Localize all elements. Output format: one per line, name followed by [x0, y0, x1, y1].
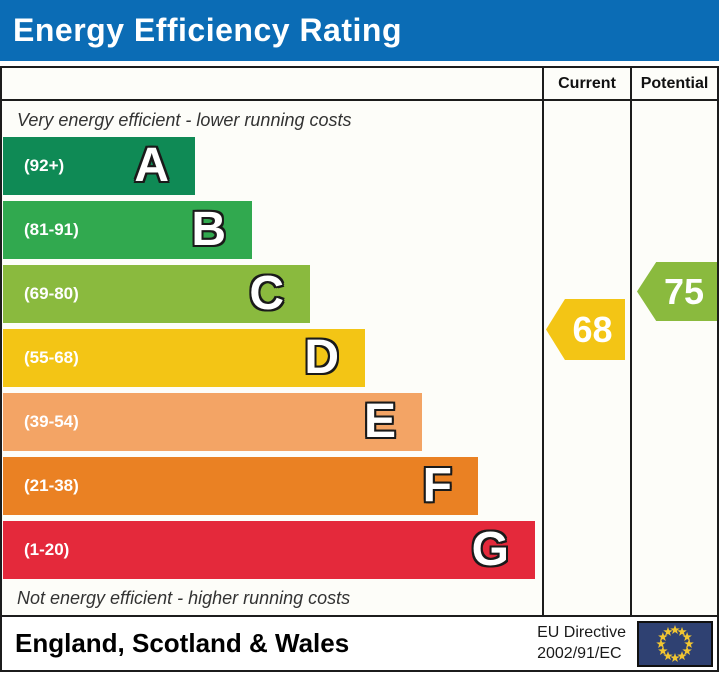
band-row-a: (92+) A: [3, 137, 535, 195]
eu-flag-icon: [637, 620, 713, 667]
potential-column: 75: [630, 101, 717, 615]
band-range-label: (81-91): [24, 220, 79, 239]
current-column: 68: [542, 101, 630, 615]
page-title: Energy Efficiency Rating: [13, 12, 402, 48]
band-letter: E: [363, 395, 396, 448]
band-range-label: (55-68): [24, 348, 79, 367]
band-row-f: (21-38) F: [3, 457, 535, 515]
rating-table: Current Potential Very energy efficient …: [0, 66, 719, 617]
band-row-c: (69-80) C: [3, 265, 535, 323]
current-rating-marker: 68: [546, 299, 625, 360]
band-row-d: (55-68) D: [3, 329, 535, 387]
chart-footer: England, Scotland & Wales EU Directive 2…: [0, 617, 719, 672]
eu-directive-label: EU Directive 2002/91/EC: [537, 623, 626, 665]
band-row-b: (81-91) B: [3, 201, 535, 259]
band-range-label: (21-38): [24, 476, 79, 495]
band-range-label: (92+): [24, 156, 65, 175]
band-bar: (1-20) G: [3, 521, 535, 579]
bottom-caption: Not energy efficient - higher running co…: [17, 588, 351, 608]
band-bar: (92+) A: [3, 137, 195, 195]
band-letter: F: [422, 459, 452, 512]
band-letter: B: [191, 203, 226, 256]
bands: (92+) A (81-91) B (69-80) C (55-68) D (3…: [3, 137, 535, 585]
band-letter: C: [249, 267, 284, 320]
band-bar: (55-68) D: [3, 329, 365, 387]
band-bar: (21-38) F: [3, 457, 478, 515]
column-header-potential: Potential: [630, 68, 717, 101]
potential-rating-value: 75: [663, 270, 705, 312]
potential-rating-marker: 75: [637, 262, 717, 321]
current-rating-value: 68: [572, 308, 613, 350]
band-letter: G: [471, 523, 509, 576]
band-range-label: (69-80): [24, 284, 79, 303]
eu-directive-line2: 2002/91/EC: [537, 644, 622, 662]
band-range-label: (39-54): [24, 412, 79, 431]
band-range-label: (1-20): [24, 540, 70, 559]
band-row-e: (39-54) E: [3, 393, 535, 451]
band-bar: (39-54) E: [3, 393, 422, 451]
band-bar: (81-91) B: [3, 201, 252, 259]
band-bar: (69-80) C: [3, 265, 310, 323]
eu-directive-line1: EU Directive: [537, 623, 626, 641]
band-letter: A: [134, 139, 169, 192]
bands-column: Very energy efficient - lower running co…: [2, 101, 542, 615]
band-letter: D: [304, 331, 339, 384]
table-corner-cell: [2, 68, 542, 101]
column-header-current: Current: [542, 68, 630, 101]
region-label: England, Scotland & Wales: [15, 628, 350, 658]
top-caption: Very energy efficient - lower running co…: [17, 110, 352, 130]
band-row-g: (1-20) G: [3, 521, 535, 579]
chart-title-bar: Energy Efficiency Rating: [0, 0, 719, 61]
